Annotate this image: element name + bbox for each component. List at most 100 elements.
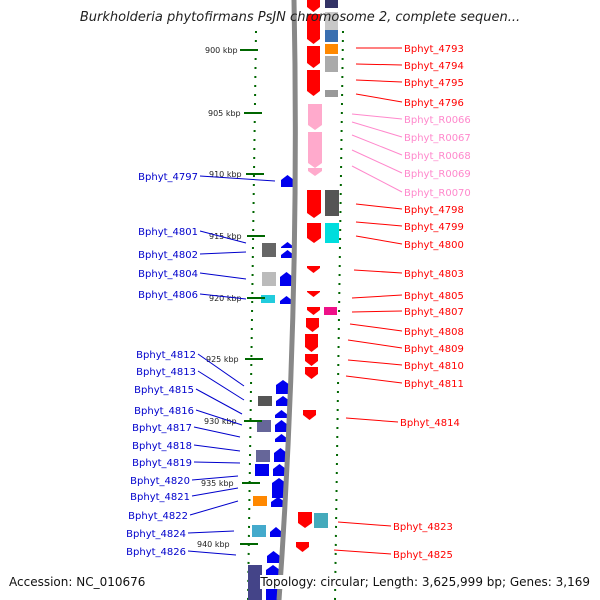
label-leader-line xyxy=(197,370,245,401)
label-leader-line xyxy=(199,272,247,280)
forward-gene-glyph xyxy=(298,512,312,528)
forward-gene-glyph xyxy=(307,291,320,297)
forward-gene-label[interactable]: Bphyt_4803 xyxy=(404,269,464,280)
forward-gene-label[interactable]: Bphyt_R0067 xyxy=(404,133,471,144)
reverse-gene-label[interactable]: Bphyt_4818 xyxy=(132,441,192,452)
label-leader-line xyxy=(345,375,403,384)
reverse-gene-glyph xyxy=(275,434,288,442)
feature-bar xyxy=(325,56,338,72)
reverse-gene-label[interactable]: Bphyt_4806 xyxy=(138,290,198,301)
label-leader-line xyxy=(351,121,403,138)
reverse-gene-label[interactable]: Bphyt_4813 xyxy=(136,367,196,378)
forward-gene-label[interactable]: Bphyt_R0070 xyxy=(404,188,471,199)
forward-gene-label[interactable]: Bphyt_4807 xyxy=(404,307,464,318)
rna-gene-glyph xyxy=(308,104,322,130)
forward-gene-glyph xyxy=(305,354,318,366)
reverse-gene-glyph xyxy=(273,464,286,476)
forward-gene-label[interactable]: Bphyt_R0069 xyxy=(404,169,471,180)
label-leaders xyxy=(187,47,403,556)
feature-bar xyxy=(324,307,337,315)
topology-text: Topology: circular; Length: 3,625,999 bp… xyxy=(260,575,590,589)
label-leader-line xyxy=(355,203,403,210)
kbp-tick-label: 935 kbp xyxy=(201,479,234,488)
label-leader-line xyxy=(355,221,403,227)
feature-bar xyxy=(325,0,338,8)
forward-gene-label[interactable]: Bphyt_4810 xyxy=(404,361,464,372)
forward-gene-label[interactable]: Bphyt_4800 xyxy=(404,240,464,251)
reverse-gene-glyph xyxy=(270,527,282,537)
label-leader-line xyxy=(355,235,403,245)
reverse-gene-glyph xyxy=(281,175,294,187)
forward-gene-label[interactable]: Bphyt_4795 xyxy=(404,78,464,89)
feature-bar xyxy=(253,496,267,506)
forward-gene-label[interactable]: Bphyt_4808 xyxy=(404,327,464,338)
kbp-tick-label: 925 kbp xyxy=(206,355,239,364)
reverse-gene-label[interactable]: Bphyt_4816 xyxy=(134,406,194,417)
reverse-gene-label[interactable]: Bphyt_4797 xyxy=(138,172,198,183)
forward-gene-label[interactable]: Bphyt_4805 xyxy=(404,291,464,302)
reverse-gene-label[interactable]: Bphyt_4802 xyxy=(138,250,198,261)
reverse-gene-glyph xyxy=(276,380,290,394)
forward-gene-glyph xyxy=(307,70,320,96)
reverse-gene-label[interactable]: Bphyt_4817 xyxy=(132,423,192,434)
forward-gene-label[interactable]: Bphyt_R0068 xyxy=(404,151,471,162)
kbp-tick-label: 920 kbp xyxy=(209,294,242,303)
guide-ring xyxy=(247,30,257,600)
reverse-gene-glyph xyxy=(280,296,293,304)
label-leader-line xyxy=(199,251,247,255)
label-leader-line xyxy=(199,293,247,300)
label-leader-line xyxy=(351,294,403,299)
kbp-tick-label: 905 kbp xyxy=(208,109,241,118)
forward-gene-label[interactable]: Bphyt_4794 xyxy=(404,61,464,72)
feature-bar xyxy=(257,420,271,432)
reverse-gene-label[interactable]: Bphyt_4822 xyxy=(128,511,188,522)
label-leader-line xyxy=(187,550,237,556)
reverse-gene-label[interactable]: Bphyt_4815 xyxy=(134,385,194,396)
forward-gene-glyph xyxy=(305,367,318,379)
rna-gene-glyph xyxy=(308,132,322,168)
forward-gene-label[interactable]: Bphyt_4825 xyxy=(393,550,453,561)
accession-text: Accession: NC_010676 xyxy=(9,575,146,589)
label-leader-line xyxy=(197,353,245,387)
page-title: Burkholderia phytofirmans PsJN chromosom… xyxy=(79,10,521,25)
forward-gene-label[interactable]: Bphyt_4793 xyxy=(404,44,464,55)
label-leader-line xyxy=(333,549,392,555)
reverse-gene-label[interactable]: Bphyt_4824 xyxy=(126,529,186,540)
gene-labels: Bphyt_4793 Bphyt_4794 Bphyt_4795 Bphyt_4796… xyxy=(126,44,471,561)
feature-glyphs xyxy=(248,0,339,600)
forward-gene-label[interactable]: Bphyt_4796 xyxy=(404,98,464,109)
label-leader-line xyxy=(351,149,403,174)
label-leader-line xyxy=(199,175,276,182)
forward-gene-label[interactable]: Bphyt_4814 xyxy=(400,418,460,429)
reverse-gene-label[interactable]: Bphyt_4804 xyxy=(138,269,198,280)
label-leader-line xyxy=(195,409,243,426)
feature-bar xyxy=(314,513,328,528)
label-leader-line xyxy=(351,134,403,156)
reverse-gene-label[interactable]: Bphyt_4820 xyxy=(130,476,190,487)
forward-gene-label[interactable]: Bphyt_4799 xyxy=(404,222,464,233)
label-leader-line xyxy=(353,269,403,274)
label-leader-line xyxy=(187,530,235,534)
reverse-gene-glyph xyxy=(276,396,290,406)
feature-bar xyxy=(325,190,339,216)
feature-bar xyxy=(248,565,262,600)
forward-gene-glyph xyxy=(303,410,316,420)
reverse-gene-label[interactable]: Bphyt_4812 xyxy=(136,350,196,361)
reverse-gene-glyph xyxy=(271,497,285,507)
feature-bar xyxy=(255,464,269,476)
kbp-tick-label: 915 kbp xyxy=(209,232,242,241)
forward-gene-label[interactable]: Bphyt_4811 xyxy=(404,379,464,390)
forward-gene-label[interactable]: Bphyt_4798 xyxy=(404,205,464,216)
forward-gene-label[interactable]: Bphyt_4809 xyxy=(404,344,464,355)
reverse-gene-label[interactable]: Bphyt_4826 xyxy=(126,547,186,558)
reverse-gene-label[interactable]: Bphyt_4821 xyxy=(130,492,190,503)
reverse-gene-label[interactable]: Bphyt_4801 xyxy=(138,227,198,238)
label-leader-line xyxy=(193,426,241,438)
feature-bar xyxy=(325,30,338,42)
forward-gene-label[interactable]: Bphyt_R0066 xyxy=(404,115,471,126)
reverse-gene-label[interactable]: Bphyt_4819 xyxy=(132,458,192,469)
feature-bar xyxy=(262,243,276,257)
forward-gene-label[interactable]: Bphyt_4823 xyxy=(393,522,453,533)
feature-bar xyxy=(325,90,338,97)
feature-bar xyxy=(325,223,339,243)
